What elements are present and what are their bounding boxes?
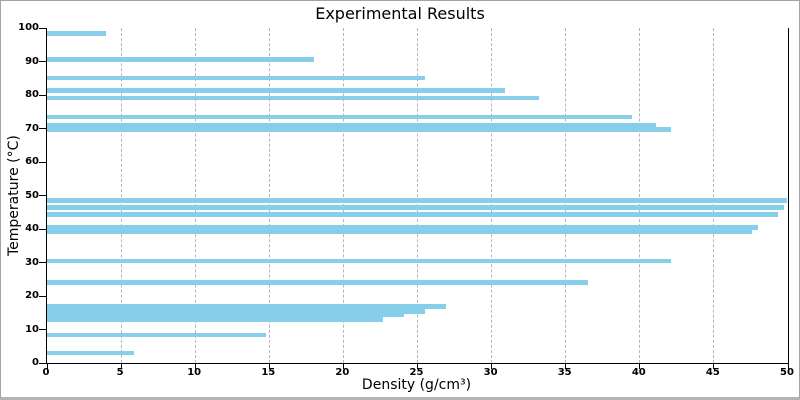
x-tick-mark (713, 363, 715, 369)
gridline (639, 28, 641, 363)
gridline (194, 28, 196, 363)
bar (47, 114, 633, 120)
x-tick-label: 15 (261, 367, 276, 378)
plot-area (39, 27, 789, 369)
y-tick-mark (39, 94, 46, 96)
x-tick-label: 30 (483, 367, 498, 378)
y-tick-mark (39, 27, 46, 29)
x-tick-label: 5 (116, 367, 124, 378)
gridline (491, 28, 493, 363)
bar (47, 258, 671, 264)
y-tick-label: 30 (25, 256, 39, 268)
bar (47, 224, 759, 230)
bar (47, 57, 314, 63)
x-tick-label: 10 (187, 367, 202, 378)
x-tick-label: 25 (409, 367, 424, 378)
bar (47, 211, 778, 217)
y-tick-mark (39, 295, 46, 297)
bar (47, 304, 446, 310)
bar (47, 309, 425, 314)
y-tick-mark (39, 362, 46, 364)
y-tick-mark (39, 228, 46, 230)
y-tick-mark (39, 329, 46, 330)
gridline (120, 28, 122, 363)
x-tick-mark (565, 363, 567, 369)
x-tick-label: 40 (631, 367, 646, 378)
x-tick-mark (639, 363, 641, 369)
x-tick-mark (268, 363, 270, 369)
y-tick-label: 0 (32, 357, 39, 368)
x-tick-mark (120, 363, 122, 369)
y-tick-label: 50 (25, 189, 39, 201)
bar (47, 75, 425, 81)
gridline (342, 28, 344, 363)
gridline (268, 28, 270, 363)
bar (47, 88, 505, 93)
y-tick-mark (39, 262, 46, 263)
x-tick-label: 45 (705, 367, 720, 378)
y-tick-mark (39, 161, 46, 163)
y-tick-mark (39, 195, 46, 196)
x-tick-label: 0 (42, 367, 50, 378)
x-tick-mark (46, 363, 48, 369)
bar (47, 279, 588, 285)
y-tick-label: 90 (25, 55, 39, 67)
bar (47, 312, 405, 318)
x-tick-mark (491, 363, 493, 369)
gridline (565, 28, 567, 363)
y-tick-label: 100 (18, 22, 39, 33)
bar (47, 350, 135, 356)
gridline (713, 28, 715, 363)
x-tick-label: 50 (780, 367, 794, 378)
y-tick-label: 10 (25, 323, 39, 335)
bar (47, 332, 267, 338)
x-tick-mark (194, 363, 196, 369)
x-tick-mark (787, 363, 789, 369)
x-tick-label: 35 (557, 367, 572, 378)
x-tick-label: 20 (335, 367, 350, 378)
y-tick-label: 40 (25, 223, 39, 234)
x-axis-label: Density (g/cm³) (361, 377, 472, 393)
bar (47, 198, 787, 203)
x-tick-mark (417, 363, 418, 369)
y-tick-label: 80 (25, 89, 39, 100)
y-tick-label: 60 (25, 156, 39, 167)
bar (47, 205, 784, 210)
y-tick-mark (39, 128, 46, 129)
bar (47, 31, 107, 37)
bar (47, 317, 384, 322)
y-tick-label: 70 (25, 122, 39, 134)
bar (47, 95, 540, 101)
gridline (417, 28, 418, 363)
chart-title: Experimental Results (315, 4, 485, 23)
x-tick-mark (342, 363, 344, 369)
bar (47, 123, 657, 128)
y-tick-mark (39, 61, 46, 62)
bar (47, 228, 753, 234)
bar (47, 127, 671, 132)
y-tick-label: 20 (25, 290, 39, 301)
